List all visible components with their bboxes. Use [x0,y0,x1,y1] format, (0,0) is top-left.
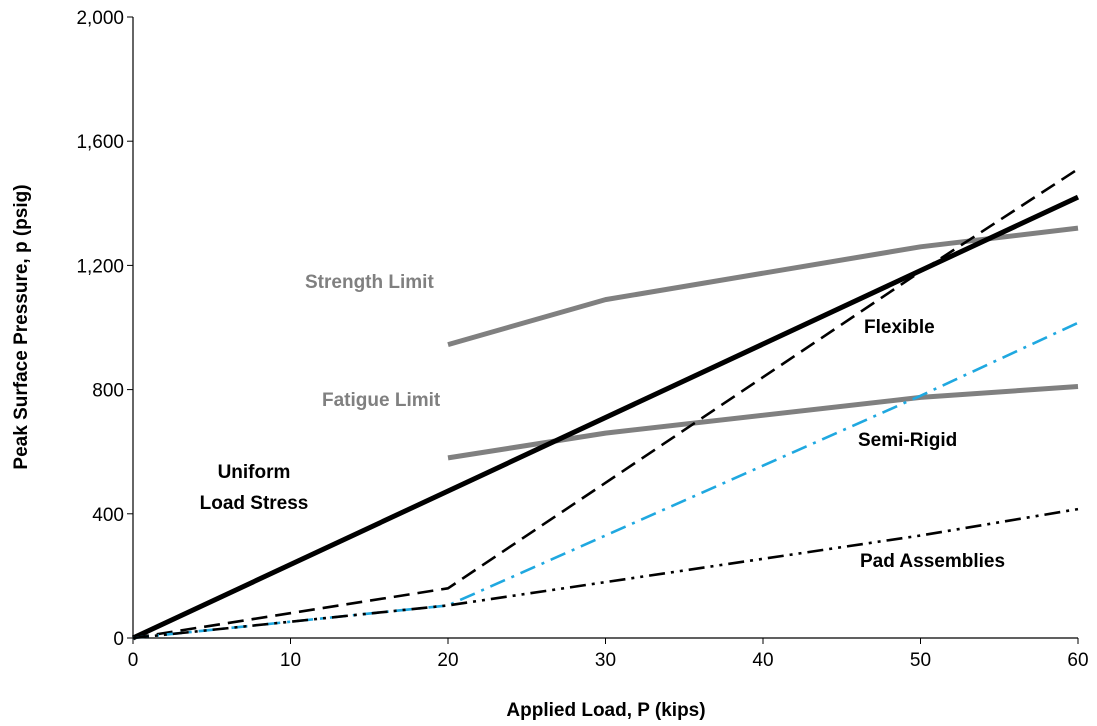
y-tick-label: 400 [92,505,124,526]
y-tick-label: 2,000 [76,8,124,29]
series-line-fatigue [447,384,1079,461]
y-tick-label: 1,600 [76,132,124,153]
series-line-pad [132,507,1079,640]
y-tick-label: 1,200 [76,256,124,277]
x-tick-label: 50 [910,650,931,671]
tick-labels: 0 400 800 1,200 1,600 2,000 0 10 20 30 40 50 60 [76,8,1088,671]
annotation-semi-rigid: Semi-Rigid [858,430,957,451]
annotation-pad-assemblies: Pad Assemblies [860,551,1005,572]
series-line-flexible [132,168,1079,640]
annotation-uniform: Uniform [218,462,291,483]
y-axis-title: Peak Surface Pressure, p (psig) [11,184,32,469]
x-axis-title: Applied Load, P (kips) [506,700,705,721]
annotation-fatigue-limit: Fatigue Limit [322,390,441,411]
series-layer [131,168,1080,641]
annotation-strength-limit: Strength Limit [305,272,434,293]
x-tick-label: 0 [128,650,139,671]
series-line-strength [447,225,1079,348]
x-tick-label: 20 [437,650,458,671]
annotation-flexible: Flexible [864,317,935,338]
y-tick-label: 0 [113,629,124,650]
x-tick-label: 40 [752,650,773,671]
x-tick-label: 10 [280,650,301,671]
y-tick-label: 800 [92,381,124,402]
axes [127,16,1079,644]
x-tick-label: 30 [595,650,616,671]
annotation-load-stress: Load Stress [200,493,309,514]
x-tick-label: 60 [1067,650,1088,671]
